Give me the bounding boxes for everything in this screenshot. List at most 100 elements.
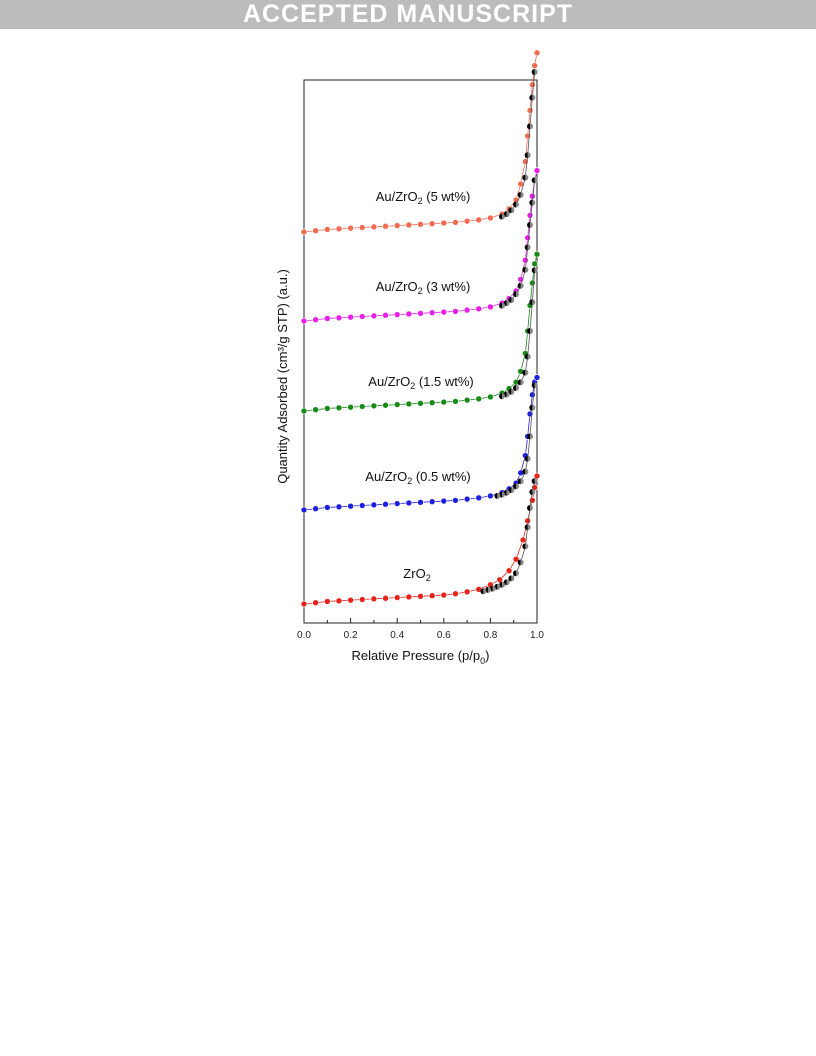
desorption-point bbox=[517, 478, 521, 485]
adsorption-point bbox=[405, 221, 413, 229]
adsorption-point bbox=[405, 400, 413, 408]
adsorption-point bbox=[312, 599, 319, 607]
adsorption-point bbox=[496, 576, 504, 583]
adsorption-point bbox=[428, 498, 436, 505]
adsorption-point bbox=[335, 225, 343, 233]
desorption-point-half bbox=[525, 266, 529, 273]
desorption-point-half bbox=[530, 505, 534, 511]
desorption-point-half bbox=[506, 300, 510, 307]
adsorption-point bbox=[487, 393, 494, 401]
adsorption-point bbox=[382, 500, 389, 508]
adsorption-point bbox=[417, 400, 424, 407]
desorption-point-half bbox=[516, 291, 520, 298]
desorption-point bbox=[522, 174, 526, 181]
series-label: ZrO2 bbox=[403, 566, 430, 583]
adsorption-point bbox=[300, 407, 308, 415]
adsorption-point bbox=[526, 107, 534, 114]
desorption-point bbox=[529, 489, 533, 495]
adsorption-point bbox=[452, 308, 459, 315]
desorption-point bbox=[524, 353, 528, 360]
adsorption-point bbox=[463, 396, 471, 404]
adsorption-point bbox=[335, 503, 343, 511]
adsorption-point bbox=[526, 212, 534, 219]
adsorption-point bbox=[519, 536, 527, 544]
adsorption-point bbox=[323, 504, 331, 511]
adsorption-point bbox=[393, 401, 401, 408]
desorption-point bbox=[527, 328, 531, 334]
desorption-point bbox=[513, 570, 517, 577]
adsorption-point bbox=[529, 279, 536, 287]
adsorption-point bbox=[452, 219, 459, 226]
desorption-point bbox=[531, 177, 535, 184]
adsorption-point bbox=[440, 219, 448, 227]
desorption-point-half bbox=[516, 201, 520, 208]
desorption-point bbox=[522, 369, 526, 376]
adsorption-point bbox=[382, 594, 389, 602]
desorption-point-half bbox=[525, 543, 529, 550]
adsorption-point bbox=[323, 405, 331, 412]
adsorption-point bbox=[300, 228, 308, 236]
adsorption-point bbox=[312, 406, 319, 414]
desorption-point-half bbox=[534, 177, 538, 184]
adsorption-point bbox=[358, 224, 366, 231]
adsorption-point bbox=[487, 303, 494, 311]
adsorption-point bbox=[417, 499, 424, 506]
adsorption-point bbox=[393, 594, 401, 601]
desorption-point bbox=[529, 299, 533, 306]
adsorption-point bbox=[335, 404, 343, 412]
desorption-point-half bbox=[502, 491, 506, 498]
adsorption-point bbox=[358, 313, 366, 320]
plot-frame bbox=[303, 79, 538, 624]
desorption-point bbox=[494, 492, 498, 499]
desorption-point bbox=[524, 152, 528, 159]
desorption-point bbox=[499, 393, 503, 400]
adsorption-point bbox=[358, 502, 366, 509]
series-line-adsorption bbox=[303, 170, 538, 322]
x-axis-title: Relative Pressure (p/p0) bbox=[352, 648, 490, 666]
desorption-point bbox=[527, 123, 531, 130]
desorption-point bbox=[529, 199, 533, 206]
adsorption-point bbox=[300, 506, 308, 514]
adsorption-point bbox=[452, 497, 459, 504]
adsorption-point bbox=[382, 401, 389, 409]
desorption-point-half bbox=[532, 489, 536, 495]
desorption-point bbox=[522, 266, 526, 273]
adsorption-point bbox=[533, 374, 541, 381]
desorption-point-half bbox=[534, 382, 538, 389]
adsorption-point bbox=[475, 494, 483, 502]
desorption-point-half bbox=[502, 581, 506, 588]
x-tick-label: 0.6 bbox=[437, 630, 451, 641]
desorption-point-half bbox=[525, 174, 529, 181]
adsorption-point bbox=[358, 596, 366, 603]
desorption-point-half bbox=[527, 455, 531, 462]
desorption-point-half bbox=[530, 222, 534, 228]
desorption-point-half bbox=[516, 384, 520, 391]
adsorption-point bbox=[428, 399, 436, 406]
adsorption-point bbox=[428, 309, 436, 316]
desorption-point-half bbox=[488, 586, 492, 593]
desorption-point bbox=[508, 207, 512, 214]
desorption-point-half bbox=[520, 559, 524, 566]
desorption-point-half bbox=[497, 583, 501, 590]
series-label: Au/ZrO2 (3 wt%) bbox=[376, 279, 471, 296]
series-label: Au/ZrO2 (5 wt%) bbox=[376, 189, 471, 206]
adsorption-point bbox=[312, 505, 319, 513]
desorption-point-half bbox=[506, 489, 510, 496]
adsorption-point bbox=[323, 226, 331, 233]
adsorption-point bbox=[529, 497, 536, 504]
desorption-point bbox=[522, 543, 526, 550]
desorption-point-half bbox=[502, 393, 506, 400]
accepted-manuscript-banner: ACCEPTED MANUSCRIPT bbox=[0, 0, 816, 29]
series-line-desorption bbox=[497, 385, 536, 497]
adsorption-point bbox=[487, 214, 494, 222]
desorption-point bbox=[499, 213, 503, 220]
desorption-point bbox=[508, 575, 512, 582]
adsorption-point bbox=[370, 223, 378, 231]
desorption-point-half bbox=[520, 191, 524, 198]
adsorption-point bbox=[347, 313, 354, 321]
desorption-point-half bbox=[527, 524, 531, 531]
adsorption-point bbox=[405, 499, 413, 507]
adsorption-point bbox=[312, 316, 319, 324]
adsorption-point bbox=[531, 62, 538, 69]
